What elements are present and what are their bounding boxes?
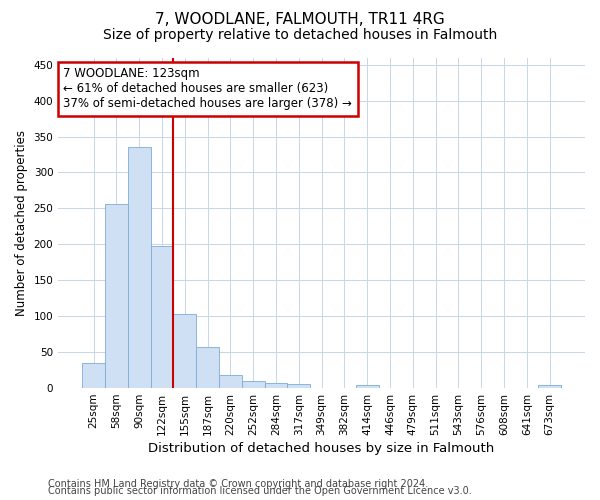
Bar <box>196 347 219 388</box>
Text: Size of property relative to detached houses in Falmouth: Size of property relative to detached ho… <box>103 28 497 42</box>
Bar <box>82 363 105 388</box>
Text: 7 WOODLANE: 123sqm
← 61% of detached houses are smaller (623)
37% of semi-detach: 7 WOODLANE: 123sqm ← 61% of detached hou… <box>64 68 352 110</box>
Bar <box>173 314 196 388</box>
Bar <box>356 385 379 388</box>
Bar <box>265 383 287 388</box>
Bar <box>151 246 173 388</box>
Bar <box>219 375 242 388</box>
X-axis label: Distribution of detached houses by size in Falmouth: Distribution of detached houses by size … <box>148 442 495 455</box>
Y-axis label: Number of detached properties: Number of detached properties <box>15 130 28 316</box>
Bar <box>287 384 310 388</box>
Bar <box>128 148 151 388</box>
Text: Contains HM Land Registry data © Crown copyright and database right 2024.: Contains HM Land Registry data © Crown c… <box>48 479 428 489</box>
Bar <box>242 381 265 388</box>
Text: Contains public sector information licensed under the Open Government Licence v3: Contains public sector information licen… <box>48 486 472 496</box>
Bar <box>105 204 128 388</box>
Text: 7, WOODLANE, FALMOUTH, TR11 4RG: 7, WOODLANE, FALMOUTH, TR11 4RG <box>155 12 445 28</box>
Bar <box>538 385 561 388</box>
